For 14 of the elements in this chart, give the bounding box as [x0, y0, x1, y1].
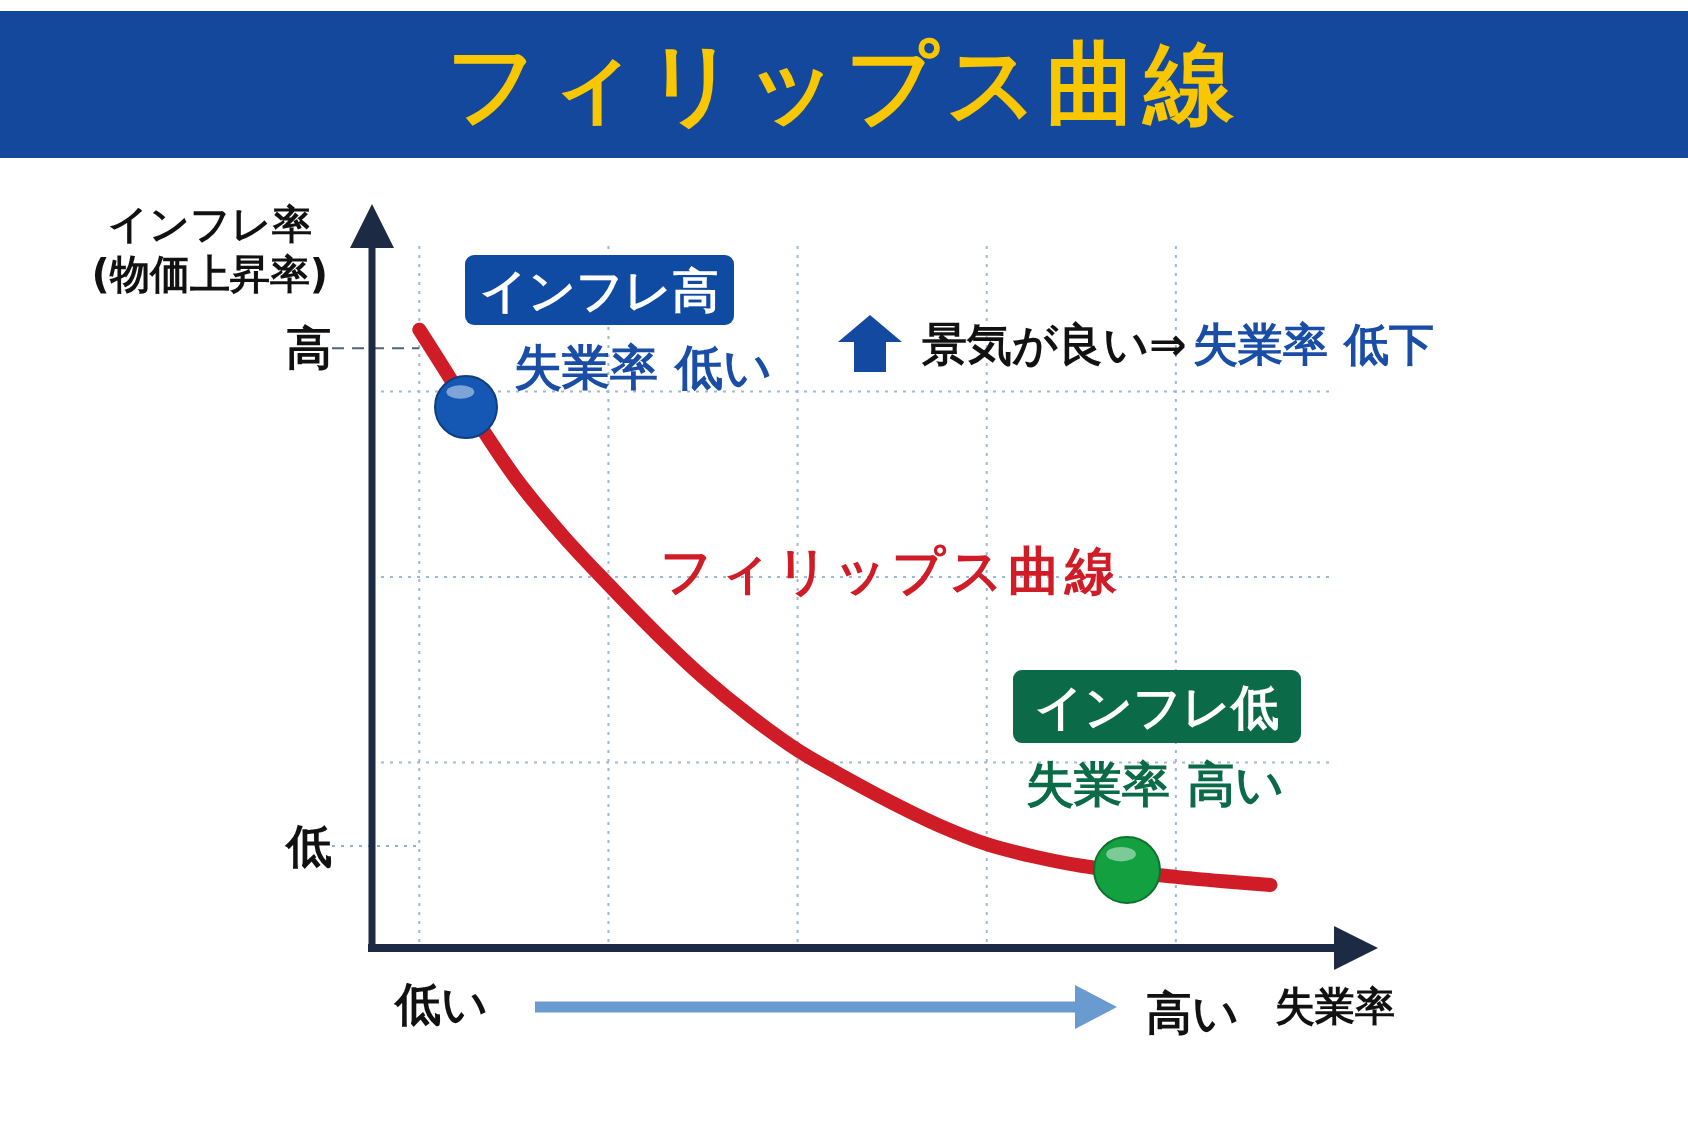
text: インフレ高 [480, 262, 719, 318]
series-label: フィリップス曲線 [660, 541, 1122, 601]
y-axis-title: インフレ率 (物価上昇率) [91, 200, 329, 299]
annotation: 失業率 高い [1026, 756, 1284, 812]
annotation: 失業率 低い [514, 339, 772, 395]
ref-line-label: 高 [286, 321, 332, 376]
x-axis-title: 失業率 [1275, 983, 1395, 1029]
ref-line-label: 低 [286, 818, 332, 873]
text: 高い [1146, 986, 1239, 1040]
text: 低い [395, 977, 488, 1031]
annotation: 失業率 低下 [1193, 318, 1434, 371]
annotation: 景気が良い⇒ [922, 318, 1187, 371]
chart-title: フィリップス曲線 [446, 31, 1242, 136]
annotation: インフレ低 [1035, 678, 1279, 735]
